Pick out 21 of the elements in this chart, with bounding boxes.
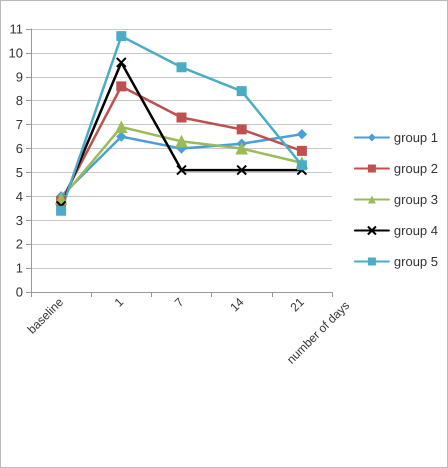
y-tick-label: 8	[16, 93, 23, 108]
y-tick-label: 0	[16, 284, 23, 300]
y-tick-label: 6	[16, 141, 23, 156]
legend-label: group 2	[394, 161, 438, 176]
y-tick-label: 7	[16, 117, 23, 132]
legend-label: group 5	[394, 254, 438, 269]
y-tick-label: 11	[10, 22, 23, 36]
x-tick-label: 7	[172, 294, 187, 310]
y-tick-label: 2	[16, 236, 23, 252]
x-tick-label: 1	[112, 294, 126, 310]
y-tick-label: 5	[16, 164, 23, 180]
legend-label: group 4	[394, 223, 438, 238]
y-tick-label: 3	[16, 212, 23, 228]
x-tick-label: 14	[227, 294, 247, 314]
y-tick-label: 9	[16, 69, 23, 84]
y-tick-label: 1	[16, 260, 23, 276]
legend-label: group 3	[394, 192, 438, 207]
x-tick-label: 21	[288, 294, 308, 314]
y-tick-label: 10	[8, 45, 23, 60]
y-tick-label: 4	[16, 188, 23, 204]
legend-label: group 1	[394, 130, 438, 145]
